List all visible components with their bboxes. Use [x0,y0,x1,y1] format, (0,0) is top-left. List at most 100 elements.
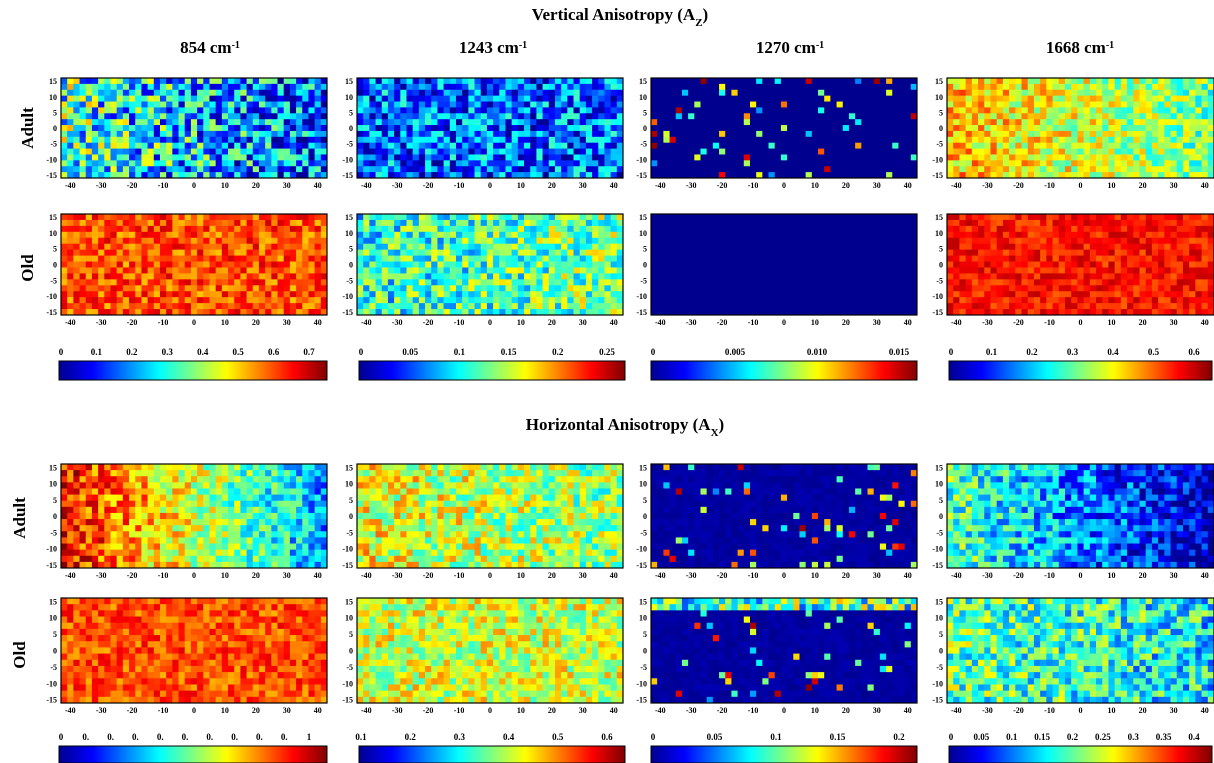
heatmap-cell [240,255,247,262]
heatmap-cell [190,249,198,256]
heatmap-cell [141,166,149,173]
heatmap-cell [493,303,500,310]
heatmap-cell [616,267,624,274]
heatmap-cell [688,243,695,251]
heatmap-cell [1077,95,1085,102]
heatmap-cell [153,119,161,126]
heatmap-cell [375,154,383,161]
heatmap-cell [598,154,605,161]
heatmap-cell [536,249,543,256]
heatmap-cell [296,225,303,233]
heatmap-cell [651,148,658,155]
heatmap-cell [499,125,506,132]
x-tick-label: -20 [717,181,728,190]
heatmap-cell [616,83,624,91]
heatmap-cell [159,231,167,239]
heatmap-cell [651,83,658,91]
heatmap-cell [480,142,488,149]
heatmap-cell [425,101,432,108]
heatmap-cell [756,214,763,221]
heatmap-cell [73,214,80,221]
heatmap-cell [197,273,204,280]
heatmap-cell [731,231,739,239]
heatmap-cell [561,83,568,91]
heatmap-cell [203,285,210,292]
heatmap-cell [437,273,445,280]
heatmap-cell [898,231,906,239]
heatmap-cell [585,78,593,85]
heatmap-cell [215,219,223,227]
heatmap-cell [443,101,451,108]
heatmap-cell [573,219,581,227]
heatmap-cell [381,219,389,227]
heatmap-cell [215,214,223,221]
heatmap-cell [296,279,303,286]
x-tick-label: 30 [579,181,587,190]
heatmap-cell [480,130,488,138]
heatmap-cell [947,136,954,144]
heatmap-cell [184,279,192,286]
heatmap-cell [79,148,87,155]
heatmap-cell [1077,83,1085,91]
heatmap-cell [694,101,701,108]
heatmap-cell [1077,113,1085,120]
heatmap-cell [486,101,494,108]
heatmap-cell [91,172,99,179]
heatmap-cell [774,125,782,132]
heatmap-cell [1151,78,1159,85]
heatmap-cell [197,285,204,292]
heatmap-cell [675,225,683,233]
heatmap-cell [805,231,813,239]
heatmap-cell [1164,78,1171,85]
heatmap-cell [978,136,985,144]
heatmap-cell [610,297,618,304]
heatmap-cell [548,172,556,179]
heatmap-cell [228,101,235,108]
heatmap-cell [585,231,593,239]
heatmap-cell [215,119,223,126]
heatmap-cell [511,142,519,149]
heatmap-cell [567,172,574,179]
heatmap-cell [536,219,543,227]
heatmap-cell [314,78,322,85]
heatmap-cell [811,136,819,144]
heatmap-cell [542,136,550,144]
x-tick-label: 20 [548,181,556,190]
heatmap-cell [1071,95,1078,102]
heatmap-cell [246,119,254,126]
heatmap-cell [657,89,664,97]
heatmap-cell [283,125,291,132]
heatmap-cell [1040,154,1047,161]
heatmap-cell [61,231,68,239]
heatmap-cell [1195,166,1202,173]
heatmap-cell [271,119,278,126]
heatmap-cell [873,225,881,233]
heatmap-cell [756,249,763,256]
heatmap-cell [1151,101,1159,108]
heatmap-cell [116,273,124,280]
heatmap-cell [437,237,445,245]
heatmap-cell [867,95,875,102]
heatmap-cell [861,243,868,251]
heatmap-cell [394,78,401,85]
heatmap-cell [867,261,875,268]
heatmap-cell [122,148,130,155]
heatmap-cell [1033,78,1041,85]
heatmap-cell [302,172,309,179]
heatmap-cell [675,89,683,97]
heatmap-cell [554,255,562,262]
heatmap-cell [166,273,173,280]
heatmap-cell [873,107,881,114]
heatmap-cell [959,83,967,91]
heatmap-cell [1033,154,1041,161]
heatmap-cell [1002,160,1010,167]
heatmap-cell [437,166,445,173]
heatmap-cell [762,255,769,262]
heatmap-cell [172,273,179,280]
heatmap-cell [978,83,985,91]
heatmap-cell [289,273,297,280]
heatmap-cell [320,219,328,227]
heatmap-cell [308,113,316,120]
heatmap-cell [947,172,954,179]
heatmap-cell [1207,89,1214,97]
